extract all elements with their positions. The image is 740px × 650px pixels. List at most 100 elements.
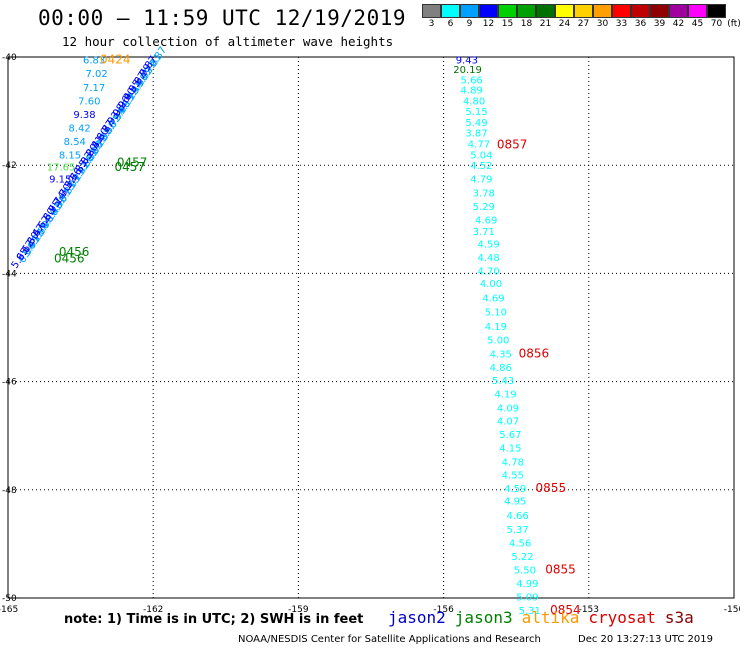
scale-swatch	[612, 4, 631, 18]
east-track-value: 5.09	[516, 592, 538, 603]
west-track-time-label: 0456	[54, 251, 85, 265]
west-track-label: 8.54	[64, 137, 86, 148]
east-track-value: 9.43	[456, 56, 478, 67]
east-track-value: 4.19	[494, 390, 516, 401]
east-track-value: 4.79	[470, 175, 492, 186]
scale-label: 45	[691, 19, 704, 29]
scale-label: 30	[596, 19, 609, 29]
scale-swatch	[498, 4, 517, 18]
east-track-value: 4.77	[468, 140, 490, 151]
page-subtitle: 12 hour collection of altimeter wave hei…	[62, 34, 394, 49]
x-tick-label: -153	[579, 605, 599, 615]
east-track-value: 5.04	[470, 150, 492, 161]
west-track-label: 7.60	[78, 96, 100, 107]
east-track-value: 5.29	[473, 202, 495, 213]
east-track-value: 4.00	[480, 279, 502, 290]
east-track-value: 4.59	[477, 240, 499, 251]
y-tick-label: -48	[2, 486, 17, 496]
x-tick-label: -159	[288, 605, 309, 615]
scale-label: 18	[520, 19, 533, 29]
scale-label: 24	[558, 19, 571, 29]
east-track-value: 3.78	[473, 188, 495, 199]
east-track-value: 4.80	[463, 96, 485, 107]
legend-entry: jason2	[388, 608, 446, 627]
scale-label: 33	[615, 19, 628, 29]
scale-swatch	[631, 4, 650, 18]
scale-unit: (ft)	[727, 19, 740, 29]
footer-note: note: 1) Time is in UTC; 2) SWH is in fe…	[64, 612, 364, 627]
east-track-value: 5.37	[507, 525, 529, 536]
scale-label: 15	[501, 19, 514, 29]
scale-label: 12	[482, 19, 495, 29]
east-track-value: 5.00	[487, 335, 509, 346]
scale-label: 70	[710, 19, 723, 29]
east-track-time-label: 0855	[545, 562, 576, 576]
east-track-value: 5.67	[499, 430, 521, 441]
east-track-time-label: 0855	[536, 481, 567, 495]
east-track-value: 4.69	[475, 215, 497, 226]
legend-entry: altika	[521, 608, 580, 627]
x-tick-label: -162	[143, 605, 163, 615]
color-scale-legend: 3 6 9 12 15 18 21 24 27 30 33 36 39 42 45 70 (ft)	[422, 4, 740, 32]
y-tick-label: -40	[2, 53, 17, 63]
scale-label: 36	[634, 19, 647, 29]
east-track-value: 4.86	[490, 363, 512, 374]
scale-label: 27	[577, 19, 590, 29]
east-track-value: 4.55	[502, 471, 524, 482]
east-track-value: 4.48	[477, 253, 499, 264]
west-track-time-label: 0457	[117, 155, 148, 169]
east-track-value: 5.10	[485, 307, 507, 318]
east-track-value: 4.07	[497, 417, 519, 428]
scale-swatch	[517, 4, 536, 18]
east-track-value: 20.19	[453, 65, 482, 76]
east-track-value: 3.71	[473, 227, 495, 238]
west-track-label: 8.42	[69, 123, 91, 134]
west-track-time-label: 0457	[114, 160, 145, 174]
scale-swatch	[574, 4, 593, 18]
satellite-legend: jason2 jason3 altika cryosat s3a	[388, 608, 703, 627]
scale-swatch	[593, 4, 612, 18]
west-track-label: 7.02	[85, 69, 107, 80]
credit-text: NOAA/NESDIS Center for Satellite Applica…	[238, 634, 541, 645]
scale-swatch	[669, 4, 688, 18]
east-track-value: 4.99	[516, 579, 538, 590]
west-track-label: 8.15	[59, 150, 81, 161]
east-track-value: 4.70	[477, 267, 499, 278]
east-track-value: 5.66	[461, 76, 483, 87]
scale-label: 39	[653, 19, 666, 29]
east-track-value: 4.69	[482, 294, 504, 305]
east-track-value: 5.31	[519, 606, 541, 617]
west-track-label: 9.15	[49, 175, 71, 186]
east-track-time-label: 0857	[497, 138, 528, 152]
east-track-value: 4.89	[461, 85, 483, 96]
east-track-value: 4.78	[502, 458, 524, 469]
east-track-value: 5.49	[465, 118, 487, 129]
scale-swatch	[460, 4, 479, 18]
east-track-value: 5.50	[514, 565, 536, 576]
scale-swatch	[422, 4, 441, 18]
color-scale-labels: 3 6 9 12 15 18 21 24 27 30 33 36 39 42 45 70 (ft)	[422, 18, 740, 32]
east-track-value: 5.22	[511, 552, 533, 563]
east-track-value: 4.19	[485, 322, 507, 333]
y-tick-label: -50	[2, 594, 17, 604]
east-track-value: 4.09	[497, 404, 519, 415]
east-track-time-label: 0856	[519, 346, 550, 360]
scale-label: 6	[447, 19, 454, 29]
scale-swatch	[479, 4, 498, 18]
scale-label: 3	[428, 19, 435, 29]
west-track-label: 6.83	[83, 56, 105, 67]
east-track-value: 5.43	[492, 376, 514, 387]
west-track-label: 9.38	[73, 110, 95, 121]
scale-swatch	[536, 4, 555, 18]
west-track-label: 17.65	[47, 162, 76, 173]
plot-frame	[7, 56, 735, 599]
east-track-value: 4.56	[509, 538, 531, 549]
scale-label: 21	[539, 19, 552, 29]
east-track-value: 4.59	[504, 484, 526, 495]
east-track-time-label: 0854	[550, 603, 581, 617]
y-tick-label: -46	[2, 378, 17, 388]
color-scale-swatches	[422, 4, 726, 18]
west-track-time-label: 0424	[100, 53, 131, 67]
scale-swatch	[688, 4, 707, 18]
